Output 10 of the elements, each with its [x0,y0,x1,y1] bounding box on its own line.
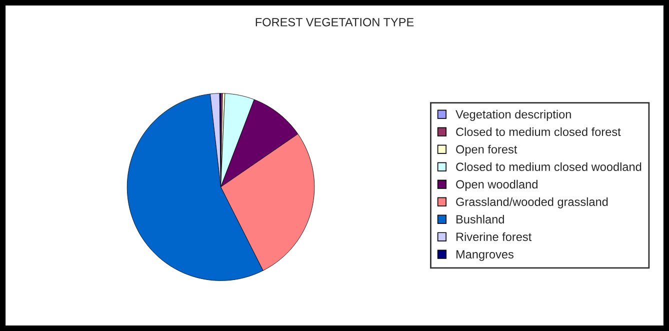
legend-label: Open forest [456,144,518,156]
chart-title: FOREST VEGETATION TYPE [256,18,414,26]
legend-label: Bushland [456,214,504,224]
legend-label: Grassland/wooded grassland [456,197,608,208]
legend-label: Closed to medium closed forest [456,127,621,136]
legend-label: Closed to medium closed woodland [456,162,642,172]
legend-label: Vegetation description [456,110,571,121]
legend-label: Mangroves [456,250,514,261]
legend-label: Open woodland [456,180,538,191]
legend-label: Riverine forest [456,232,532,242]
